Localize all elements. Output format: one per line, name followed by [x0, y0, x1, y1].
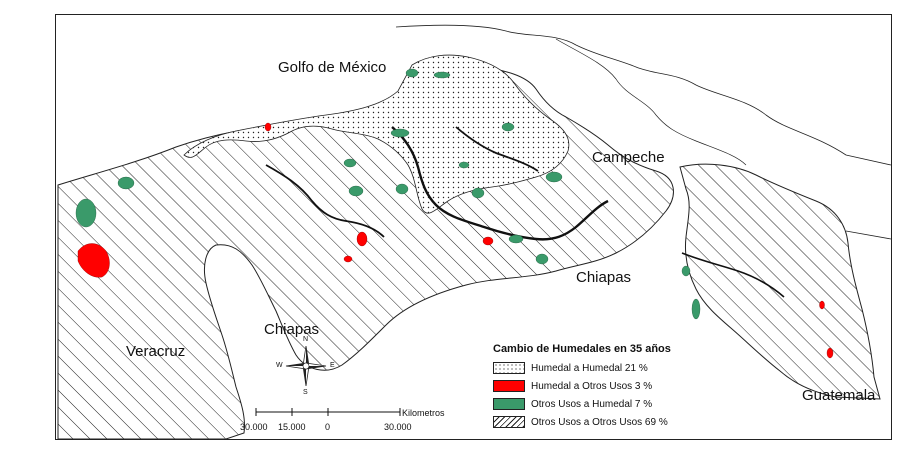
label-campeche: Campeche	[592, 149, 665, 166]
river-west	[265, 164, 385, 238]
label-guatemala: Guatemala	[802, 387, 876, 404]
river-main	[391, 126, 609, 241]
wetland-gain-patches	[75, 68, 701, 320]
compass-n: N	[303, 336, 309, 343]
compass-w: W	[276, 362, 283, 369]
scale-tick: 30.000	[240, 422, 268, 432]
hatched-swatch-icon	[493, 416, 525, 428]
scale-unit: Kilometros	[402, 408, 445, 418]
label-chiapas-west: Chiapas	[264, 321, 320, 338]
scale-tick: 15.000	[278, 422, 306, 432]
legend-label: Otros Usos a Humedal 7 %	[531, 398, 653, 410]
label-gulf: Golfo de México	[278, 59, 387, 76]
compass-s: S	[303, 389, 308, 396]
green-swatch-icon	[493, 398, 525, 410]
scale-bar: Kilometros 30.000 15.000 0 30.000	[238, 404, 445, 444]
legend-title: Cambio de Humedales en 35 años	[493, 343, 671, 355]
legend-item: Humedal a Humedal 21 %	[493, 359, 733, 377]
north-arrow-compass-icon: N S E W	[276, 336, 335, 396]
coastline-east	[555, 38, 747, 166]
map-canvas	[57, 24, 891, 439]
border-line	[845, 230, 891, 240]
coastline-north	[395, 24, 891, 166]
map-legend: Cambio de Humedales en 35 años Humedal a…	[493, 343, 733, 431]
river-east	[455, 126, 539, 172]
scale-tick: 0	[325, 422, 331, 432]
map-frame: Golfo de México Campeche Chiapas Chiapas…	[55, 14, 892, 440]
label-chiapas-east: Chiapas	[576, 269, 632, 286]
legend-item: Otros Usos a Humedal 7 %	[493, 395, 733, 413]
region-humedal-core	[183, 54, 570, 214]
legend-label: Humedal a Otros Usos 3 %	[531, 380, 653, 392]
legend-item: Otros Usos a Otros Usos 69 %	[493, 413, 733, 431]
legend-label: Otros Usos a Otros Usos 69 %	[531, 416, 668, 428]
wetland-loss-patches	[77, 122, 834, 359]
compass-e: E	[330, 362, 335, 369]
legend-item: Humedal a Otros Usos 3 %	[493, 377, 733, 395]
dotted-swatch-icon	[493, 362, 525, 374]
red-swatch-icon	[493, 380, 525, 392]
river-far-east	[681, 252, 785, 298]
region-east	[679, 163, 881, 400]
scale-tick: 30.000	[384, 422, 412, 432]
label-veracruz: Veracruz	[126, 343, 186, 360]
legend-label: Humedal a Humedal 21 %	[531, 362, 648, 374]
